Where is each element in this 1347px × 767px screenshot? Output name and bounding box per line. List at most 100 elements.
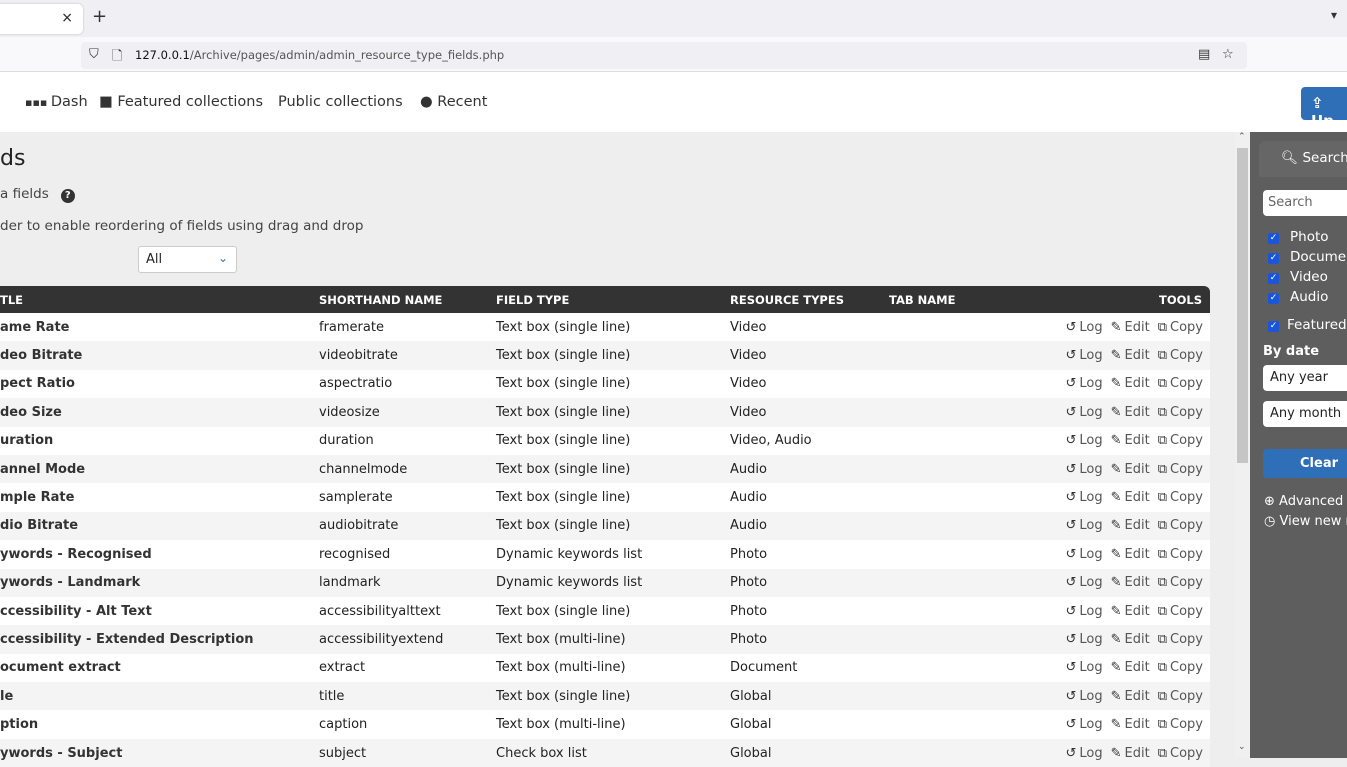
clock-icon: ● <box>420 94 438 110</box>
log-link[interactable]: ↺ Log <box>1065 746 1102 761</box>
copy-link[interactable]: ⧉ Copy <box>1158 320 1203 335</box>
search-input[interactable]: Search <box>1263 190 1347 216</box>
col-shorthand[interactable]: SHORTHAND NAME <box>319 286 496 313</box>
col-tab-name[interactable]: TAB NAME <box>889 286 1039 313</box>
month-select[interactable]: Any month <box>1263 401 1347 427</box>
copy-link[interactable]: ⧉ Copy <box>1158 518 1203 533</box>
log-link[interactable]: ↺ Log <box>1065 320 1102 335</box>
bookmark-star-icon[interactable]: ☆ <box>1222 47 1234 62</box>
shield-icon[interactable]: ⛉ <box>89 47 99 62</box>
view-new-link[interactable]: ◷ View new r <box>1264 514 1347 529</box>
copy-link[interactable]: ⧉ Copy <box>1158 689 1203 704</box>
col-tools: TOOLS <box>1039 286 1210 313</box>
copy-icon: ⧉ <box>1157 319 1168 335</box>
edit-link[interactable]: ✎ Edit <box>1111 660 1150 675</box>
log-link[interactable]: ↺ Log <box>1065 632 1102 647</box>
new-tab-button[interactable]: + <box>92 6 108 27</box>
copy-link[interactable]: ⧉ Copy <box>1158 547 1203 562</box>
checkbox-photo[interactable]: ✓ Photo <box>1268 229 1329 245</box>
checkbox-document[interactable]: ✓ Docume <box>1268 249 1346 265</box>
edit-link[interactable]: ✎ Edit <box>1111 717 1150 732</box>
edit-link[interactable]: ✎ Edit <box>1111 632 1150 647</box>
copy-link[interactable]: ⧉ Copy <box>1158 632 1203 647</box>
log-link[interactable]: ↺ Log <box>1065 518 1102 533</box>
checkbox-featured[interactable]: ✓ Featured <box>1268 317 1347 333</box>
nav-public-collections[interactable]: Public collections <box>278 94 403 110</box>
scroll-up-icon[interactable]: ⌃ <box>1238 132 1246 142</box>
log-link[interactable]: ↺ Log <box>1065 433 1102 448</box>
scrollbar-thumb[interactable] <box>1237 148 1248 463</box>
log-link[interactable]: ↺ Log <box>1065 405 1102 420</box>
copy-link[interactable]: ⧉ Copy <box>1158 348 1203 363</box>
year-select[interactable]: Any year <box>1263 365 1347 391</box>
resource-type-filter[interactable]: All ⌄ <box>138 246 237 273</box>
url-text[interactable]: 127.0.0.1/Archive/pages/admin/admin_reso… <box>135 48 504 62</box>
zoom-plus-icon: ⊕ <box>1264 494 1280 509</box>
log-link[interactable]: ↺ Log <box>1065 575 1102 590</box>
advanced-search-link[interactable]: ⊕ Advanced s <box>1264 494 1347 509</box>
browser-tab[interactable]: × <box>0 4 83 34</box>
row-tools: ↺ Log ✎ Edit ⧉ Copy <box>1039 738 1210 767</box>
tool-label: Edit <box>1124 631 1150 647</box>
edit-link[interactable]: ✎ Edit <box>1111 746 1150 761</box>
edit-icon: ✎ <box>1110 490 1122 506</box>
copy-link[interactable]: ⧉ Copy <box>1158 376 1203 391</box>
upload-button[interactable]: ⇪ Up <box>1301 87 1347 130</box>
edit-link[interactable]: ✎ Edit <box>1111 547 1150 562</box>
log-link[interactable]: ↺ Log <box>1065 689 1102 704</box>
edit-link[interactable]: ✎ Edit <box>1111 433 1150 448</box>
tool-label: Edit <box>1124 518 1150 534</box>
checkbox-audio[interactable]: ✓ Audio <box>1268 289 1328 305</box>
help-icon[interactable]: ? <box>60 189 75 203</box>
search-tab[interactable]: 🔍︎ Search <box>1259 141 1347 177</box>
nav-dash[interactable]: ▪▪▪ Dash <box>25 94 88 110</box>
copy-link[interactable]: ⧉ Copy <box>1158 575 1203 590</box>
edit-link[interactable]: ✎ Edit <box>1111 604 1150 619</box>
copy-link[interactable]: ⧉ Copy <box>1158 746 1203 761</box>
tool-label: Copy <box>1170 575 1203 591</box>
scrollbar[interactable]: ⌃ ⌄ <box>1235 132 1250 758</box>
col-title[interactable]: TLE <box>0 286 319 313</box>
edit-link[interactable]: ✎ Edit <box>1111 518 1150 533</box>
edit-link[interactable]: ✎ Edit <box>1111 348 1150 363</box>
filter-value: All <box>146 252 163 267</box>
reader-view-icon[interactable]: ▤ <box>1198 47 1211 62</box>
log-link[interactable]: ↺ Log <box>1065 348 1102 363</box>
log-link[interactable]: ↺ Log <box>1065 717 1102 732</box>
log-link[interactable]: ↺ Log <box>1065 604 1102 619</box>
copy-link[interactable]: ⧉ Copy <box>1158 405 1203 420</box>
copy-link[interactable]: ⧉ Copy <box>1158 462 1203 477</box>
nav-recent[interactable]: ● Recent <box>420 94 487 110</box>
copy-link[interactable]: ⧉ Copy <box>1158 433 1203 448</box>
log-link[interactable]: ↺ Log <box>1065 660 1102 675</box>
top-nav: ▪▪▪ Dash ■ Featured collections Public c… <box>0 72 1347 132</box>
copy-link[interactable]: ⧉ Copy <box>1158 660 1203 675</box>
checkbox-video[interactable]: ✓ Video <box>1268 269 1328 285</box>
edit-link[interactable]: ✎ Edit <box>1111 462 1150 477</box>
col-resource-types[interactable]: RESOURCE TYPES <box>730 286 889 313</box>
edit-link[interactable]: ✎ Edit <box>1111 376 1150 391</box>
log-link[interactable]: ↺ Log <box>1065 490 1102 505</box>
checkbox-label: Audio <box>1290 289 1329 305</box>
browser-tab-bar: × + ▾ <box>0 0 1347 37</box>
log-link[interactable]: ↺ Log <box>1065 547 1102 562</box>
tool-label: Edit <box>1124 490 1150 506</box>
nav-featured-collections[interactable]: ■ Featured collections <box>99 94 263 110</box>
edit-link[interactable]: ✎ Edit <box>1111 320 1150 335</box>
log-link[interactable]: ↺ Log <box>1065 376 1102 391</box>
edit-link[interactable]: ✎ Edit <box>1111 575 1150 590</box>
history-icon: ↺ <box>1065 319 1077 335</box>
scroll-down-icon[interactable]: ⌄ <box>1238 742 1246 752</box>
copy-link[interactable]: ⧉ Copy <box>1158 490 1203 505</box>
tab-list-chevron-icon[interactable]: ▾ <box>1330 8 1337 22</box>
address-bar[interactable]: ⛉ 🗋 127.0.0.1/Archive/pages/admin/admin_… <box>81 42 1247 69</box>
edit-link[interactable]: ✎ Edit <box>1111 490 1150 505</box>
copy-link[interactable]: ⧉ Copy <box>1158 604 1203 619</box>
clear-button[interactable]: Clear <box>1263 449 1347 478</box>
col-field-type[interactable]: FIELD TYPE <box>496 286 730 313</box>
edit-link[interactable]: ✎ Edit <box>1111 689 1150 704</box>
edit-link[interactable]: ✎ Edit <box>1111 405 1150 420</box>
copy-link[interactable]: ⧉ Copy <box>1158 717 1203 732</box>
log-link[interactable]: ↺ Log <box>1065 462 1102 477</box>
close-tab-icon[interactable]: × <box>61 10 73 26</box>
